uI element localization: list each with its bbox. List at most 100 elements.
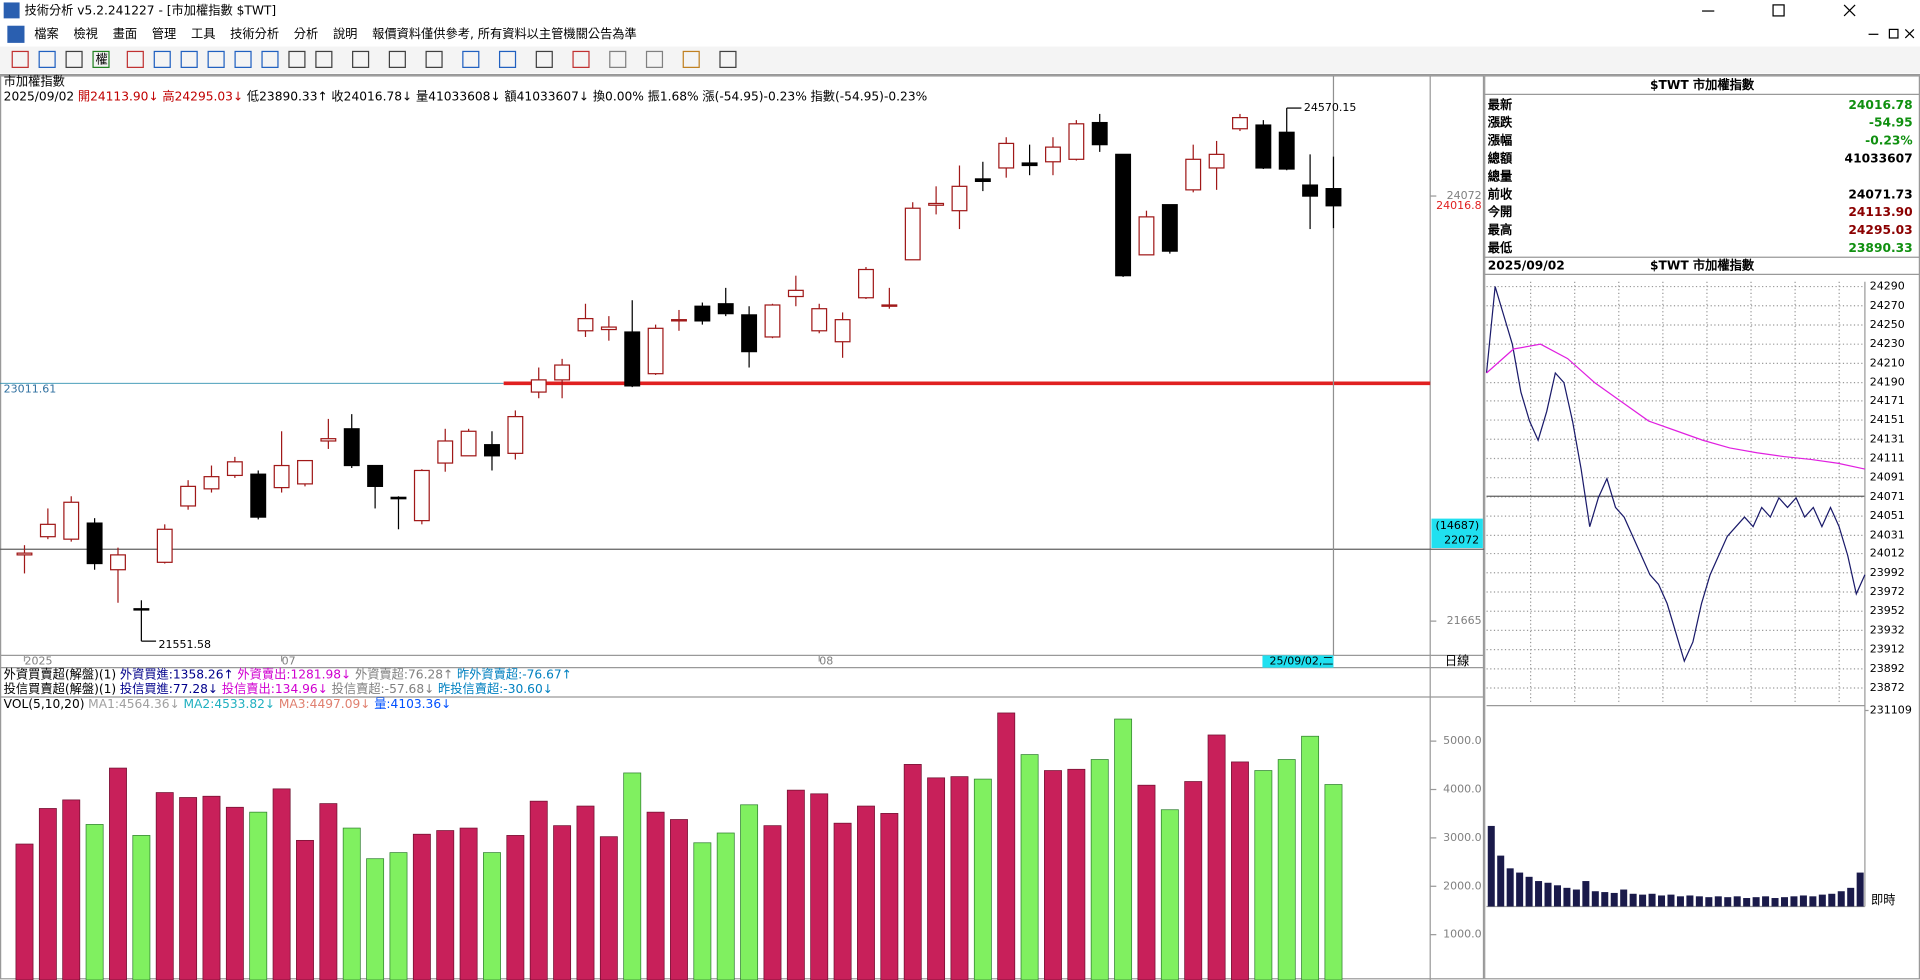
volume-y-tick-label: 4000.0 bbox=[1443, 783, 1482, 796]
quote-value: 24113.90 bbox=[1848, 205, 1912, 219]
toolbar-button[interactable] bbox=[572, 50, 590, 68]
toolbar-button[interactable] bbox=[153, 50, 171, 68]
volume-bar bbox=[296, 839, 314, 980]
candle-body bbox=[63, 501, 80, 540]
volume-bar bbox=[646, 811, 665, 980]
toolbar-button[interactable] bbox=[535, 50, 553, 68]
toolbar-button[interactable] bbox=[645, 50, 664, 68]
quote-value: -54.95 bbox=[1869, 116, 1913, 130]
intraday-volume-bar bbox=[1639, 894, 1647, 907]
candle-body bbox=[39, 523, 56, 538]
quote-label: 漲幅 bbox=[1488, 133, 1512, 148]
candle-body bbox=[624, 331, 641, 387]
intraday-y-tick-label: 23952 bbox=[1870, 604, 1905, 617]
close-button[interactable] bbox=[1843, 4, 1856, 17]
volume-bar bbox=[342, 827, 361, 980]
intraday-volume-bar bbox=[1809, 896, 1817, 907]
doc-restore[interactable] bbox=[1888, 28, 1899, 39]
intraday-volume-bar bbox=[1724, 897, 1732, 907]
candle-body bbox=[1138, 216, 1155, 256]
candle-body bbox=[600, 326, 617, 331]
intraday-volume-tick-label: 231109 bbox=[1870, 703, 1912, 716]
intraday-volume-bar bbox=[1743, 898, 1751, 907]
intraday-y-tick-label: 24012 bbox=[1870, 547, 1905, 560]
toolbar-button[interactable] bbox=[719, 50, 737, 68]
menu-item[interactable]: 分析 bbox=[294, 27, 318, 41]
volume-bar bbox=[179, 797, 198, 980]
volume-bar bbox=[880, 813, 899, 980]
menu-item[interactable]: 管理 bbox=[152, 26, 176, 41]
candle-body bbox=[156, 528, 173, 563]
toolbar-button[interactable] bbox=[352, 50, 370, 68]
volume-bar bbox=[1114, 718, 1133, 980]
toolbar-button[interactable] bbox=[11, 50, 29, 68]
indicator-segment: 昨外資賣超:-76.67↑ bbox=[457, 666, 572, 681]
indicator-segment: 昨投信賣超:-30.60↓ bbox=[438, 681, 553, 696]
toolbar-button[interactable] bbox=[38, 50, 56, 68]
info-segment: 漲(-54.95)-0.23% bbox=[702, 89, 806, 103]
volume-bar bbox=[506, 835, 525, 980]
toolbar-button[interactable] bbox=[682, 50, 700, 68]
intraday-y-tick-label: 24210 bbox=[1870, 356, 1905, 369]
crosshair-box bbox=[1431, 518, 1483, 549]
doc-close[interactable] bbox=[1904, 28, 1915, 39]
menu-item[interactable]: 檔案 bbox=[34, 27, 58, 41]
volume-bar bbox=[15, 843, 34, 980]
candle-body bbox=[647, 327, 664, 375]
intraday-volume-bar bbox=[1686, 895, 1694, 907]
volume-bar bbox=[225, 806, 244, 980]
intraday-y-tick-label: 24230 bbox=[1870, 337, 1905, 350]
toolbar-button[interactable] bbox=[234, 50, 252, 68]
volume-bar bbox=[85, 824, 104, 980]
toolbar-button[interactable] bbox=[288, 50, 306, 68]
intraday-y-tick-label: 24171 bbox=[1870, 394, 1905, 407]
toolbar-button[interactable] bbox=[180, 50, 198, 68]
volume-header-segment: MA2:4533.82↓ bbox=[184, 697, 276, 711]
volume-y-tick-label: 5000.0 bbox=[1443, 734, 1482, 747]
volume-bar bbox=[483, 852, 501, 980]
restore-button[interactable] bbox=[1772, 4, 1785, 17]
volume-bar bbox=[132, 835, 151, 980]
toolbar-button[interactable] bbox=[126, 50, 144, 68]
indicator-segment: 投信賣出:134.96↓ bbox=[222, 681, 328, 696]
info-segment: 開24113.90↓ bbox=[78, 89, 159, 103]
info-segment: 換0.00% bbox=[593, 89, 644, 103]
intraday-volume-bar bbox=[1601, 892, 1609, 907]
toolbar-button[interactable] bbox=[261, 50, 279, 68]
indicator-segment: 投信買進:77.28↓ bbox=[120, 681, 218, 696]
toolbar-button[interactable] bbox=[315, 50, 333, 68]
volume-bar bbox=[1044, 770, 1062, 980]
indicator-segment: 外資買賣超(解盤)(1) bbox=[4, 666, 117, 681]
toolbar-button[interactable] bbox=[609, 50, 627, 68]
volume-bar bbox=[740, 804, 759, 980]
intraday-volume-bar bbox=[1516, 872, 1524, 907]
intraday-volume-bar bbox=[1535, 881, 1543, 907]
window-title: 技術分析 v5.2.241227 - [市加權指數 $TWT] bbox=[24, 3, 276, 18]
intraday-volume-bar bbox=[1676, 896, 1684, 907]
toolbar-button[interactable] bbox=[462, 50, 480, 68]
candle-body bbox=[834, 319, 851, 343]
menu-item[interactable]: 說明 bbox=[333, 27, 357, 41]
toolbar-button[interactable] bbox=[498, 50, 517, 68]
menu-item[interactable]: 技術分析 bbox=[230, 27, 279, 41]
volume-bar bbox=[857, 805, 875, 980]
menu-item[interactable]: 工具 bbox=[191, 27, 215, 41]
menu-item[interactable]: 畫面 bbox=[113, 26, 137, 41]
volume-header-segment: VOL(5,10,20) bbox=[4, 697, 85, 711]
candle-body bbox=[974, 178, 991, 182]
candle-body bbox=[320, 438, 337, 442]
menu-item[interactable]: 檢視 bbox=[73, 26, 97, 41]
intraday-volume-bar bbox=[1705, 897, 1713, 907]
toolbar-button[interactable] bbox=[207, 50, 225, 68]
toolbar-button[interactable] bbox=[65, 50, 83, 68]
intraday-volume-bar bbox=[1648, 893, 1656, 907]
toolbar-button[interactable] bbox=[425, 50, 443, 68]
intraday-volume-bar bbox=[1525, 876, 1533, 907]
intraday-y-tick-label: 24290 bbox=[1870, 280, 1905, 293]
volume-bar bbox=[716, 832, 735, 980]
indicator-segment: 外資買進:1358.26↑ bbox=[120, 667, 234, 681]
toolbar-button[interactable] bbox=[92, 50, 110, 68]
volume-bar bbox=[109, 767, 127, 980]
toolbar-button[interactable] bbox=[388, 50, 406, 68]
volume-bar bbox=[366, 858, 385, 980]
